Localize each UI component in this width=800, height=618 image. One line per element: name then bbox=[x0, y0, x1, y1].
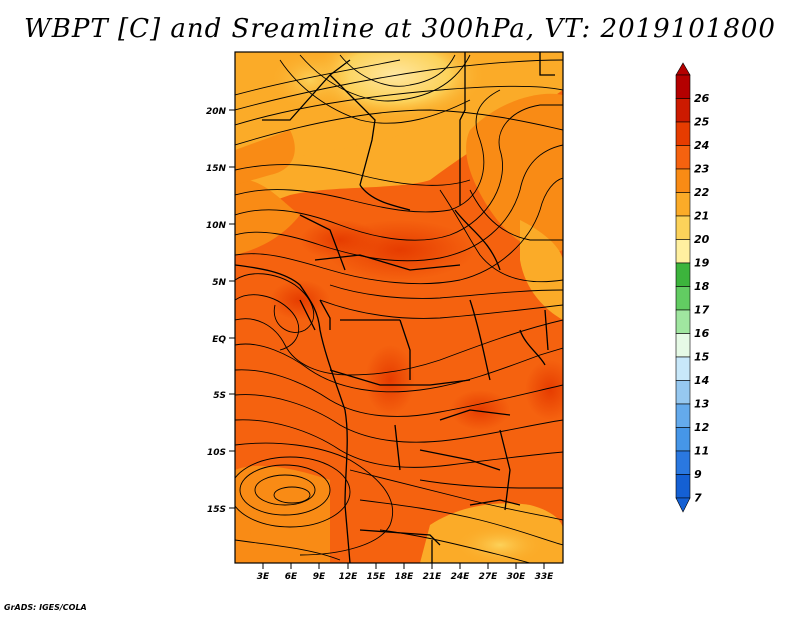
colorbar-swatch bbox=[675, 356, 691, 381]
lat-label: 5S bbox=[213, 391, 226, 401]
lat-label: 10N bbox=[206, 221, 227, 231]
lon-tick-24E: 24E bbox=[451, 563, 471, 582]
colorbar-swatch bbox=[675, 474, 691, 499]
colorbar-label: 21 bbox=[694, 210, 709, 223]
colorbar-bottom-arrow bbox=[675, 497, 691, 513]
lat-tick-10S: 10S bbox=[207, 448, 235, 458]
lat-label: 20N bbox=[206, 107, 227, 117]
colorbar-label: 11 bbox=[694, 445, 709, 458]
lat-tick-5N: 5N bbox=[212, 278, 235, 288]
lat-tick-15S: 15S bbox=[207, 505, 235, 515]
lon-label: 21E bbox=[423, 572, 443, 582]
colorbar-swatch bbox=[675, 450, 691, 475]
colorbar-swatch bbox=[675, 286, 691, 311]
wbpt-field bbox=[235, 52, 563, 563]
country-borders bbox=[235, 52, 555, 563]
lon-tick-15E: 15E bbox=[367, 563, 387, 582]
lat-tick-20N: 20N bbox=[206, 107, 235, 117]
colorbar-swatch bbox=[675, 239, 691, 264]
colorbar: 26 25 24 23 22 21 20 19 18 17 16 15 14 13 12 11 9 7 bbox=[675, 62, 710, 513]
colorbar-label: 13 bbox=[694, 398, 710, 411]
colorbar-label: 12 bbox=[694, 421, 710, 434]
colorbar-swatch bbox=[675, 215, 691, 240]
colorbar-label: 9 bbox=[694, 468, 702, 481]
lon-tick-27E: 27E bbox=[479, 563, 499, 582]
lon-tick-21E: 21E bbox=[423, 563, 443, 582]
grads-credit: GrADS: IGES/COLA bbox=[4, 603, 87, 612]
colorbar-label: 25 bbox=[694, 116, 710, 129]
colorbar-label: 14 bbox=[694, 374, 709, 387]
colorbar-label: 19 bbox=[694, 257, 710, 270]
colorbar-label: 7 bbox=[694, 492, 702, 505]
colorbar-label: 20 bbox=[694, 233, 710, 246]
map-title: WBPT [C] and Sreamline at 300hPa, VT: 20… bbox=[24, 14, 776, 44]
lon-axis: 3E 6E 9E 12E 15E 18E 21E 24E 27E 30E 33E bbox=[257, 563, 554, 582]
lon-label: 18E bbox=[395, 572, 415, 582]
colorbar-label: 18 bbox=[694, 280, 710, 293]
colorbar-swatch bbox=[675, 309, 691, 334]
lat-label: 15N bbox=[206, 164, 227, 174]
colorbar-label: 15 bbox=[694, 351, 710, 364]
lat-label: 5N bbox=[212, 278, 226, 288]
colorbar-swatch bbox=[675, 168, 691, 193]
colorbar-swatch bbox=[675, 98, 691, 123]
lon-label: 3E bbox=[257, 572, 270, 582]
colorbar-swatch bbox=[675, 121, 691, 146]
lat-axis: 20N 15N 10N 5N EQ 5S 10S 15S bbox=[206, 107, 235, 515]
colorbar-swatch bbox=[675, 192, 691, 217]
colorbar-top-arrow bbox=[675, 62, 691, 76]
lon-label: 33E bbox=[535, 572, 555, 582]
lon-label: 6E bbox=[285, 572, 298, 582]
colorbar-swatch bbox=[675, 145, 691, 170]
colorbar-label: 24 bbox=[694, 139, 709, 152]
colorbar-label: 23 bbox=[694, 163, 710, 176]
lon-tick-33E: 33E bbox=[535, 563, 555, 582]
lon-tick-12E: 12E bbox=[339, 563, 359, 582]
lat-tick-5S: 5S bbox=[213, 391, 235, 401]
colorbar-swatch bbox=[675, 333, 691, 358]
lon-label: 24E bbox=[451, 572, 471, 582]
lon-label: 12E bbox=[339, 572, 359, 582]
lat-tick-10N: 10N bbox=[206, 221, 235, 231]
lon-tick-3E: 3E bbox=[257, 563, 270, 582]
colorbar-swatch bbox=[675, 427, 691, 452]
colorbar-label: 17 bbox=[694, 304, 710, 317]
colorbar-label: 26 bbox=[694, 92, 710, 105]
lon-label: 9E bbox=[313, 572, 326, 582]
colorbar-swatch bbox=[675, 380, 691, 405]
lat-label: EQ bbox=[212, 335, 226, 345]
streamlines bbox=[235, 54, 563, 563]
colorbar-swatch bbox=[675, 74, 691, 99]
lon-tick-9E: 9E bbox=[313, 563, 326, 582]
lon-label: 15E bbox=[367, 572, 387, 582]
lon-tick-6E: 6E bbox=[285, 563, 298, 582]
lat-tick-15N: 15N bbox=[206, 164, 235, 174]
lat-label: 15S bbox=[207, 505, 226, 515]
map-frame bbox=[234, 51, 564, 564]
lon-tick-18E: 18E bbox=[395, 563, 415, 582]
lat-label: 10S bbox=[207, 448, 226, 458]
colorbar-label: 22 bbox=[694, 186, 710, 199]
colorbar-swatch bbox=[675, 262, 691, 287]
colorbar-swatch bbox=[675, 403, 691, 428]
lon-tick-30E: 30E bbox=[507, 563, 527, 582]
lon-label: 27E bbox=[479, 572, 499, 582]
colorbar-label: 16 bbox=[694, 327, 710, 340]
lat-tick-EQ: EQ bbox=[212, 335, 235, 345]
lon-label: 30E bbox=[507, 572, 527, 582]
